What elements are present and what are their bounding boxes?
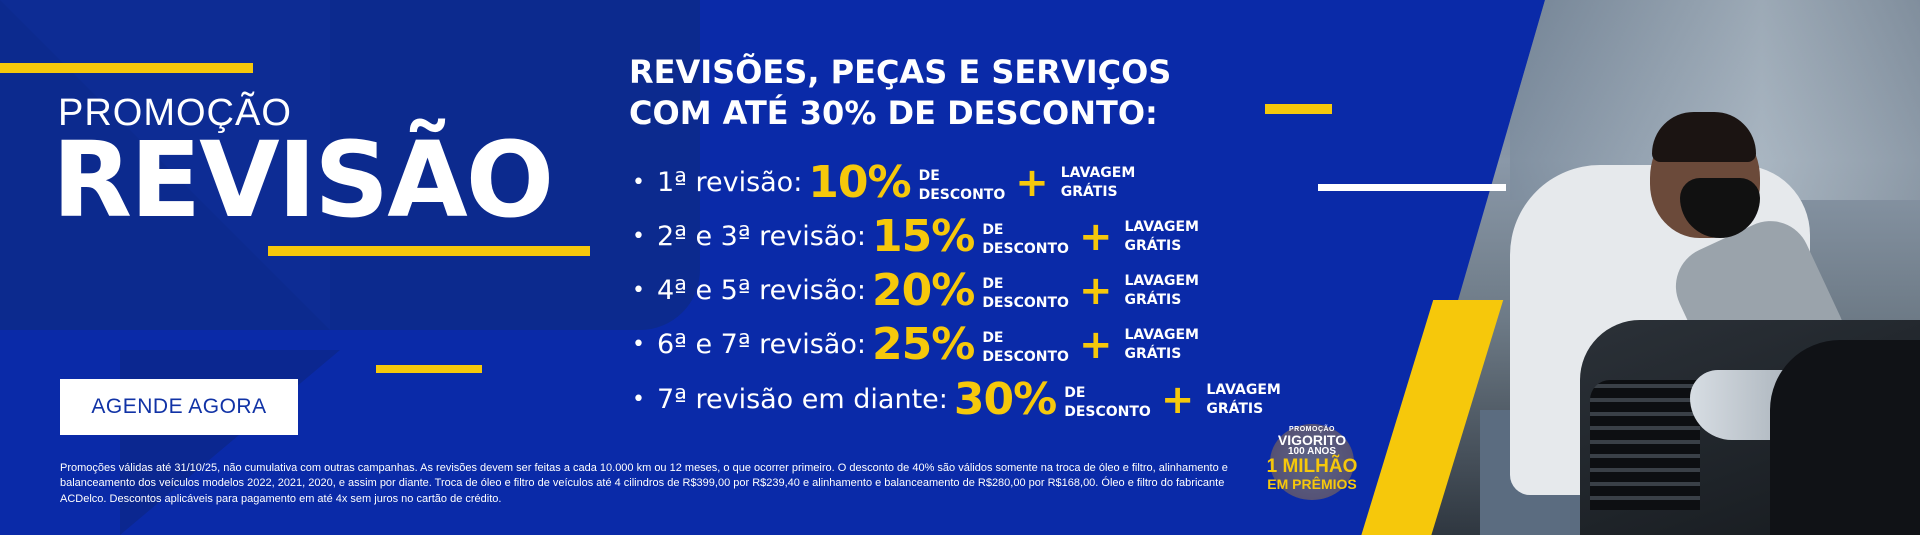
discount-text-line-2: DESCONTO	[1064, 403, 1151, 420]
badge-line-2: VIGORITO	[1277, 432, 1347, 448]
bullet-icon: •	[632, 387, 645, 412]
discount-text-line-1: DE	[982, 276, 1004, 293]
wash-text-line-1: LAVAGEM	[1206, 382, 1281, 399]
offer-wash-text: LAVAGEM GRÁTIS	[1124, 326, 1199, 362]
wash-text-line-1: LAVAGEM	[1124, 273, 1199, 290]
accent-bar-lower	[376, 365, 482, 373]
headline: REVISÕES, PEÇAS E SERVIÇOS COM ATÉ 30% D…	[629, 52, 1171, 133]
wash-text-line-2: GRÁTIS	[1124, 291, 1182, 308]
lower-shade	[120, 350, 340, 535]
legal-disclaimer: Promoções válidas até 31/10/25, não cumu…	[60, 462, 1228, 505]
badge-line-5: EM PRÊMIOS	[1267, 475, 1357, 492]
offer-discount-text: DE DESCONTO	[982, 275, 1069, 311]
wash-text-line-2: GRÁTIS	[1060, 183, 1118, 200]
discount-text-line-1: DE	[982, 330, 1004, 347]
badge-line-3: 100 ANOS	[1288, 446, 1336, 457]
wash-text-line-1: LAVAGEM	[1124, 327, 1199, 344]
promo-small-title: PROMOÇÃO	[58, 92, 292, 134]
badge-ring	[1270, 424, 1354, 500]
offer-label: 1ª revisão:	[656, 167, 803, 198]
offer-wash-text: LAVAGEM GRÁTIS	[1206, 381, 1281, 417]
accent-bar-under-title	[268, 246, 590, 256]
offer-percent: 15%	[871, 211, 975, 262]
schedule-now-button[interactable]: AGENDE AGORA	[60, 379, 298, 435]
discount-text-line-1: DE	[1064, 385, 1086, 402]
plus-icon: +	[1078, 267, 1113, 314]
bullet-icon: •	[632, 224, 645, 249]
left-panel-shade	[0, 0, 330, 330]
headline-line-2: COM ATÉ 30% DE DESCONTO:	[629, 93, 1158, 132]
vigorito-100-anos-badge: PROMOÇÃO VIGORITO 100 ANOS 1 MILHÃO EM P…	[1262, 420, 1362, 504]
offer-discount-text: DE DESCONTO	[982, 329, 1069, 365]
offer-percent: 25%	[871, 319, 975, 370]
accent-bar-top-left	[0, 63, 253, 73]
offer-label: 6ª e 7ª revisão:	[656, 329, 866, 360]
offer-percent: 30%	[953, 374, 1057, 425]
wash-text-line-2: GRÁTIS	[1124, 237, 1182, 254]
photo-car-grille	[1590, 380, 1700, 510]
bullet-icon: •	[632, 170, 645, 195]
offer-percent: 10%	[808, 157, 911, 208]
offer-item: • 7ª revisão em diante: 30% DE DESCONTO +…	[632, 374, 1281, 425]
wash-text-line-2: GRÁTIS	[1206, 400, 1264, 417]
promo-big-title: REVISÃO	[52, 119, 554, 241]
offer-discount-text: DE DESCONTO	[982, 221, 1069, 257]
plus-icon: +	[1160, 376, 1195, 423]
offer-discount-text: DE DESCONTO	[919, 167, 1006, 203]
wash-text-line-1: LAVAGEM	[1060, 165, 1136, 182]
plus-icon: +	[1078, 321, 1113, 368]
bullet-icon: •	[632, 332, 645, 357]
offer-wash-text: LAVAGEM GRÁTIS	[1124, 272, 1199, 308]
badge-line-1: PROMOÇÃO	[1289, 426, 1335, 433]
discount-text-line-2: DESCONTO	[982, 348, 1069, 365]
wash-text-line-2: GRÁTIS	[1124, 345, 1182, 362]
discount-text-line-2: DESCONTO	[982, 240, 1069, 257]
offer-item: • 6ª e 7ª revisão: 25% DE DESCONTO + LAVA…	[632, 319, 1199, 370]
discount-text-line-1: DE	[918, 168, 940, 185]
accent-bar-right	[1265, 104, 1332, 114]
offer-label: 7ª revisão em diante:	[656, 384, 948, 415]
mechanic-photo	[1390, 0, 1920, 535]
photo-mechanic-hair	[1652, 112, 1756, 162]
discount-text-line-2: DESCONTO	[918, 186, 1006, 203]
offer-item: • 4ª e 5ª revisão: 20% DE DESCONTO + LAVA…	[632, 265, 1199, 316]
offer-label: 2ª e 3ª revisão:	[656, 221, 866, 252]
offer-item: • 2ª e 3ª revisão: 15% DE DESCONTO + LAVA…	[632, 211, 1199, 262]
offer-item: • 1ª revisão: 10% DE DESCONTO + LAVAGEM GR…	[632, 157, 1135, 208]
discount-text-line-2: DESCONTO	[982, 294, 1069, 311]
offer-wash-text: LAVAGEM GRÁTIS	[1061, 164, 1136, 200]
bullet-icon: •	[632, 278, 645, 303]
photo-car-cover	[1770, 340, 1920, 535]
offer-wash-text: LAVAGEM GRÁTIS	[1124, 218, 1199, 254]
plus-icon: +	[1015, 159, 1049, 206]
plus-icon: +	[1078, 213, 1113, 260]
offer-percent: 20%	[871, 265, 975, 316]
offer-label: 4ª e 5ª revisão:	[656, 275, 866, 306]
badge-line-4: 1 MILHÃO	[1266, 456, 1358, 477]
discount-text-line-1: DE	[982, 222, 1004, 239]
wash-text-line-1: LAVAGEM	[1124, 219, 1199, 236]
offer-discount-text: DE DESCONTO	[1064, 384, 1151, 420]
headline-line-1: REVISÕES, PEÇAS E SERVIÇOS	[629, 53, 1172, 91]
white-accent-bar	[1318, 184, 1506, 191]
